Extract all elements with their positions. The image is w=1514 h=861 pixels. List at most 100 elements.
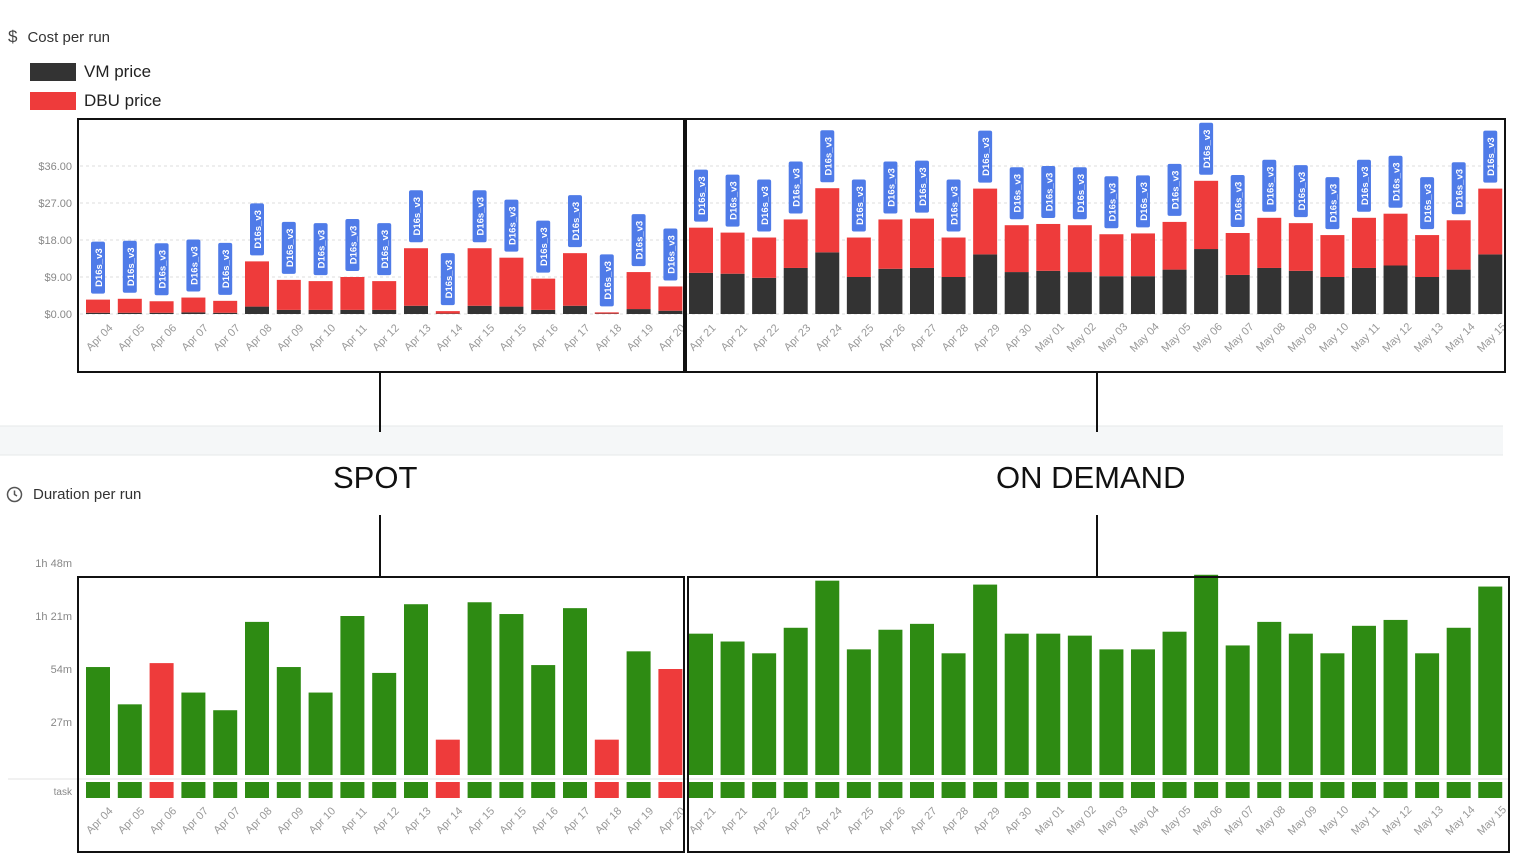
duration-bar[interactable]: [626, 651, 651, 775]
cost-bar-dbu[interactable]: [878, 219, 903, 269]
cost-bar-dbu[interactable]: [783, 219, 808, 268]
cost-bar-dbu[interactable]: [1478, 188, 1503, 255]
task-status-cell[interactable]: [213, 782, 238, 798]
duration-bar[interactable]: [404, 604, 428, 775]
duration-bar[interactable]: [308, 692, 333, 775]
cost-bar-dbu[interactable]: [720, 232, 745, 274]
cost-bar-dbu[interactable]: [117, 298, 142, 313]
cost-bar-dbu[interactable]: [1257, 217, 1282, 268]
cost-bar-vm[interactable]: [1225, 274, 1250, 314]
task-status-cell[interactable]: [499, 782, 524, 798]
duration-bar[interactable]: [1004, 633, 1029, 775]
duration-bar[interactable]: [846, 649, 871, 775]
task-status-cell[interactable]: [1257, 782, 1282, 798]
cost-bar-dbu[interactable]: [1067, 225, 1092, 273]
task-status-cell[interactable]: [846, 782, 871, 798]
task-status-cell[interactable]: [86, 782, 110, 798]
cost-bar-dbu[interactable]: [1288, 223, 1313, 271]
task-status-cell[interactable]: [878, 782, 903, 798]
task-status-cell[interactable]: [563, 782, 587, 798]
task-status-cell[interactable]: [658, 782, 683, 798]
task-status-cell[interactable]: [372, 782, 397, 798]
task-status-cell[interactable]: [531, 782, 556, 798]
cost-bar-vm[interactable]: [720, 273, 745, 314]
cost-bar-dbu[interactable]: [1446, 220, 1471, 270]
task-status-cell[interactable]: [435, 782, 460, 798]
cost-bar-vm[interactable]: [815, 252, 840, 314]
cost-bar-vm[interactable]: [783, 267, 808, 314]
cost-bar-vm[interactable]: [941, 277, 966, 314]
cost-bar-dbu[interactable]: [276, 279, 301, 310]
duration-bar[interactable]: [815, 580, 840, 775]
duration-bar[interactable]: [1225, 645, 1250, 775]
task-status-cell[interactable]: [181, 782, 206, 798]
cost-bar-vm[interactable]: [563, 305, 587, 314]
cost-bar-dbu[interactable]: [1415, 235, 1440, 277]
task-status-cell[interactable]: [689, 782, 713, 798]
cost-bar-vm[interactable]: [1194, 249, 1219, 314]
cost-bar-dbu[interactable]: [1036, 223, 1061, 271]
cost-bar-vm[interactable]: [973, 254, 998, 314]
cost-bar-vm[interactable]: [626, 309, 651, 314]
duration-bar[interactable]: [941, 653, 966, 775]
task-status-cell[interactable]: [149, 782, 174, 798]
duration-bar[interactable]: [1130, 649, 1155, 775]
cost-bar-vm[interactable]: [1446, 269, 1471, 314]
duration-bar[interactable]: [689, 633, 713, 775]
duration-bar[interactable]: [909, 623, 934, 775]
cost-bar-dbu[interactable]: [181, 297, 206, 313]
task-status-cell[interactable]: [1351, 782, 1376, 798]
cost-bar-vm[interactable]: [878, 268, 903, 314]
duration-bar[interactable]: [372, 672, 397, 775]
duration-bar[interactable]: [1478, 586, 1503, 775]
task-status-cell[interactable]: [1162, 782, 1187, 798]
cost-bar-dbu[interactable]: [626, 272, 651, 310]
task-status-cell[interactable]: [973, 782, 998, 798]
cost-bar-dbu[interactable]: [594, 312, 619, 314]
cost-bar-vm[interactable]: [1351, 267, 1376, 314]
duration-bar[interactable]: [1257, 621, 1282, 775]
cost-bar-vm[interactable]: [213, 312, 238, 314]
task-status-cell[interactable]: [1446, 782, 1471, 798]
cost-bar-dbu[interactable]: [499, 257, 524, 307]
cost-bar-dbu[interactable]: [658, 286, 683, 311]
task-status-cell[interactable]: [404, 782, 428, 798]
cost-bar-dbu[interactable]: [467, 248, 492, 306]
cost-bar-vm[interactable]: [1130, 276, 1155, 314]
duration-bar[interactable]: [213, 710, 238, 775]
cost-bar-dbu[interactable]: [1225, 233, 1250, 275]
cost-bar-vm[interactable]: [1099, 276, 1124, 314]
cost-bar-dbu[interactable]: [1162, 221, 1187, 270]
cost-bar-vm[interactable]: [1067, 272, 1092, 314]
cost-bar-dbu[interactable]: [404, 248, 428, 306]
cost-bar-dbu[interactable]: [531, 278, 556, 310]
task-status-cell[interactable]: [1383, 782, 1408, 798]
task-status-cell[interactable]: [752, 782, 777, 798]
cost-bar-dbu[interactable]: [973, 188, 998, 255]
task-status-cell[interactable]: [783, 782, 808, 798]
cost-bar-dbu[interactable]: [1004, 225, 1029, 273]
cost-bar-vm[interactable]: [340, 309, 365, 314]
cost-bar-dbu[interactable]: [1194, 180, 1219, 250]
cost-bar-vm[interactable]: [467, 305, 492, 314]
task-status-cell[interactable]: [1225, 782, 1250, 798]
task-status-cell[interactable]: [1004, 782, 1029, 798]
cost-bar-vm[interactable]: [245, 306, 269, 314]
duration-bar[interactable]: [973, 584, 998, 775]
task-status-cell[interactable]: [594, 782, 619, 798]
duration-bar[interactable]: [1099, 649, 1124, 775]
cost-bar-vm[interactable]: [499, 306, 524, 314]
duration-bar[interactable]: [752, 653, 777, 775]
cost-bar-dbu[interactable]: [86, 299, 110, 313]
duration-bar[interactable]: [720, 641, 745, 775]
duration-bar[interactable]: [467, 602, 492, 775]
duration-bar[interactable]: [149, 663, 174, 775]
task-status-cell[interactable]: [245, 782, 269, 798]
duration-bar[interactable]: [1446, 627, 1471, 775]
cost-bar-vm[interactable]: [1320, 277, 1345, 314]
cost-bar-vm[interactable]: [1162, 269, 1187, 314]
cost-bar-dbu[interactable]: [752, 237, 777, 278]
cost-bar-vm[interactable]: [276, 309, 301, 314]
cost-bar-vm[interactable]: [752, 277, 777, 314]
duration-bar[interactable]: [563, 608, 587, 775]
